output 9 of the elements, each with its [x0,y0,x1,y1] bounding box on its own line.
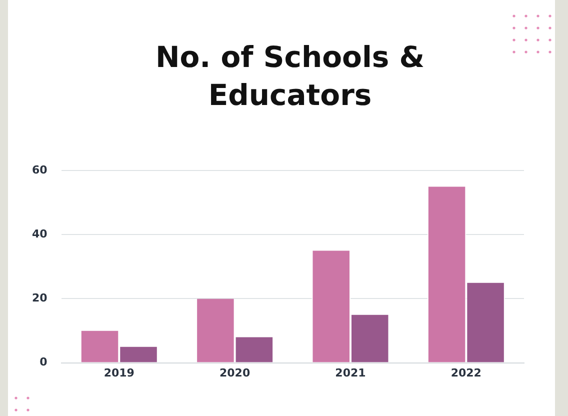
y-tick-label: 20 [32,292,48,305]
y-tick-label: 60 [32,163,48,176]
x-tick-label: 2020 [220,366,250,380]
y-tick-label: 40 [32,228,48,241]
x-tick-label: 2019 [104,366,134,380]
y-tick-label: 0 [40,356,48,369]
x-tick-label: 2022 [450,366,482,380]
x-tick-label: 2021 [335,366,366,380]
chart-title: No. of Schools & Educators [154,39,426,114]
